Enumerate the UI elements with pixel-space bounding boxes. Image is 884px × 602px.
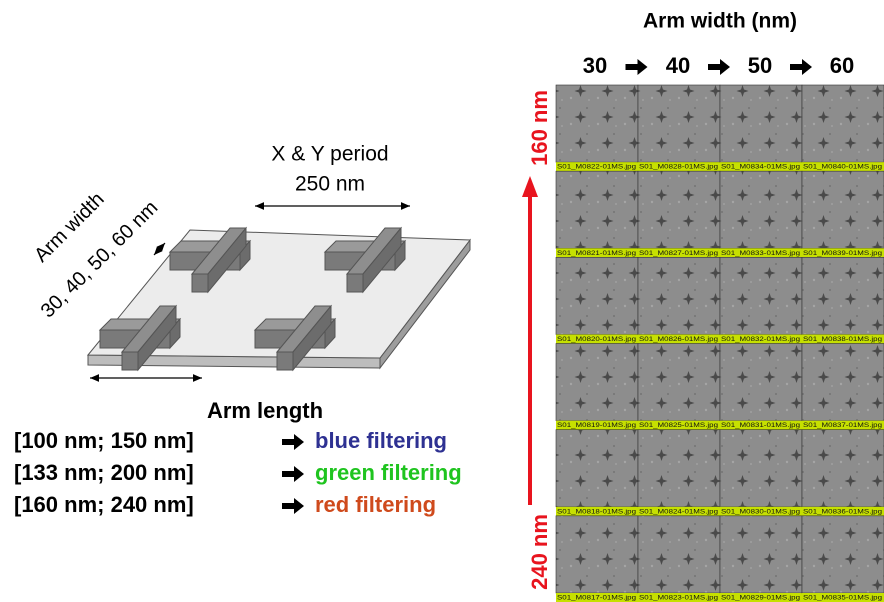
arrow-symbol — [708, 59, 730, 75]
filter-range: [100 nm; 150 nm] — [14, 428, 194, 453]
image-caption: S01_M0826-01MS.jpg — [639, 336, 718, 343]
image-caption: S01_M0835-01MS.jpg — [803, 594, 882, 601]
page: Arm width (nm) 30 40 50 60 160 nm 240 nm S0… — [0, 0, 884, 602]
image-caption: S01_M0817-01MS.jpg — [557, 594, 636, 601]
image-caption: S01_M0832-01MS.jpg — [721, 336, 800, 343]
filter-range: [160 nm; 240 nm] — [14, 492, 194, 517]
sem-image — [556, 171, 638, 248]
sem-image — [802, 85, 884, 162]
image-caption: S01_M0828-01MS.jpg — [639, 164, 718, 171]
arrow-symbol — [282, 466, 304, 482]
image-caption: S01_M0827-01MS.jpg — [639, 250, 718, 257]
axis-bottom-label: 240 nm — [527, 514, 552, 590]
arrow-symbol — [282, 434, 304, 450]
grid-title: Arm width (nm) — [643, 10, 797, 33]
image-caption: S01_M0821-01MS.jpg — [557, 250, 636, 257]
cross-diag-front — [192, 274, 208, 292]
filter-label: red filtering — [315, 492, 436, 517]
image-caption: S01_M0818-01MS.jpg — [557, 508, 636, 515]
sem-image — [556, 257, 638, 334]
period-label: X & Y period — [271, 143, 388, 166]
image-caption: S01_M0820-01MS.jpg — [557, 336, 636, 343]
sem-image — [720, 171, 802, 248]
image-caption: S01_M0831-01MS.jpg — [721, 422, 800, 429]
image-caption: S01_M0823-01MS.jpg — [639, 594, 718, 601]
sem-image — [638, 85, 720, 162]
image-caption: S01_M0822-01MS.jpg — [557, 164, 636, 171]
arrow-symbol — [626, 59, 648, 75]
cross-diag-front — [347, 274, 363, 292]
sem-image — [720, 85, 802, 162]
sem-image — [720, 430, 802, 507]
image-caption: S01_M0830-01MS.jpg — [721, 508, 800, 515]
sem-image — [720, 344, 802, 421]
sem-image — [802, 430, 884, 507]
filter-label: green filtering — [315, 460, 462, 485]
sem-image — [638, 516, 720, 593]
filter-range: [133 nm; 200 nm] — [14, 460, 194, 485]
sem-image — [638, 344, 720, 421]
image-caption: S01_M0829-01MS.jpg — [721, 594, 800, 601]
sem-image — [638, 171, 720, 248]
sem-image — [802, 344, 884, 421]
image-caption: S01_M0825-01MS.jpg — [639, 422, 718, 429]
cross-diag-front — [122, 352, 138, 370]
sem-image — [802, 171, 884, 248]
width-value: 60 — [830, 53, 854, 78]
image-caption: S01_M0834-01MS.jpg — [721, 164, 800, 171]
sem-image — [556, 430, 638, 507]
cross-diag-front — [277, 352, 293, 370]
sem-image — [802, 257, 884, 334]
sem-image — [802, 516, 884, 593]
sem-image — [556, 85, 638, 162]
image-caption: S01_M0838-01MS.jpg — [803, 336, 882, 343]
image-caption: S01_M0836-01MS.jpg — [803, 508, 882, 515]
image-caption: S01_M0824-01MS.jpg — [639, 508, 718, 515]
image-caption: S01_M0839-01MS.jpg — [803, 250, 882, 257]
sem-image — [556, 516, 638, 593]
sem-image — [556, 344, 638, 421]
image-caption: S01_M0833-01MS.jpg — [721, 250, 800, 257]
arrow-symbol — [282, 498, 304, 514]
image-caption: S01_M0840-01MS.jpg — [803, 164, 882, 171]
sem-image — [720, 516, 802, 593]
width-labels: 30 40 50 60 — [583, 53, 854, 78]
image-caption: S01_M0819-01MS.jpg — [557, 422, 636, 429]
arrow-symbol — [790, 59, 812, 75]
width-value: 40 — [666, 53, 690, 78]
filter-list: [100 nm; 150 nm] blue filtering [133 nm; 2… — [14, 428, 462, 517]
arm-width-arrow — [154, 243, 165, 255]
width-value: 50 — [748, 53, 772, 78]
width-value: 30 — [583, 53, 607, 78]
sem-image — [720, 257, 802, 334]
sem-image — [638, 257, 720, 334]
axis-arrow-head — [522, 176, 538, 197]
filter-label: blue filtering — [315, 428, 447, 453]
axis-top-label: 160 nm — [527, 90, 552, 166]
period-value: 250 nm — [295, 173, 365, 196]
image-caption: S01_M0837-01MS.jpg — [803, 422, 882, 429]
sem-image — [638, 430, 720, 507]
arm-length-label: Arm length — [207, 398, 323, 423]
